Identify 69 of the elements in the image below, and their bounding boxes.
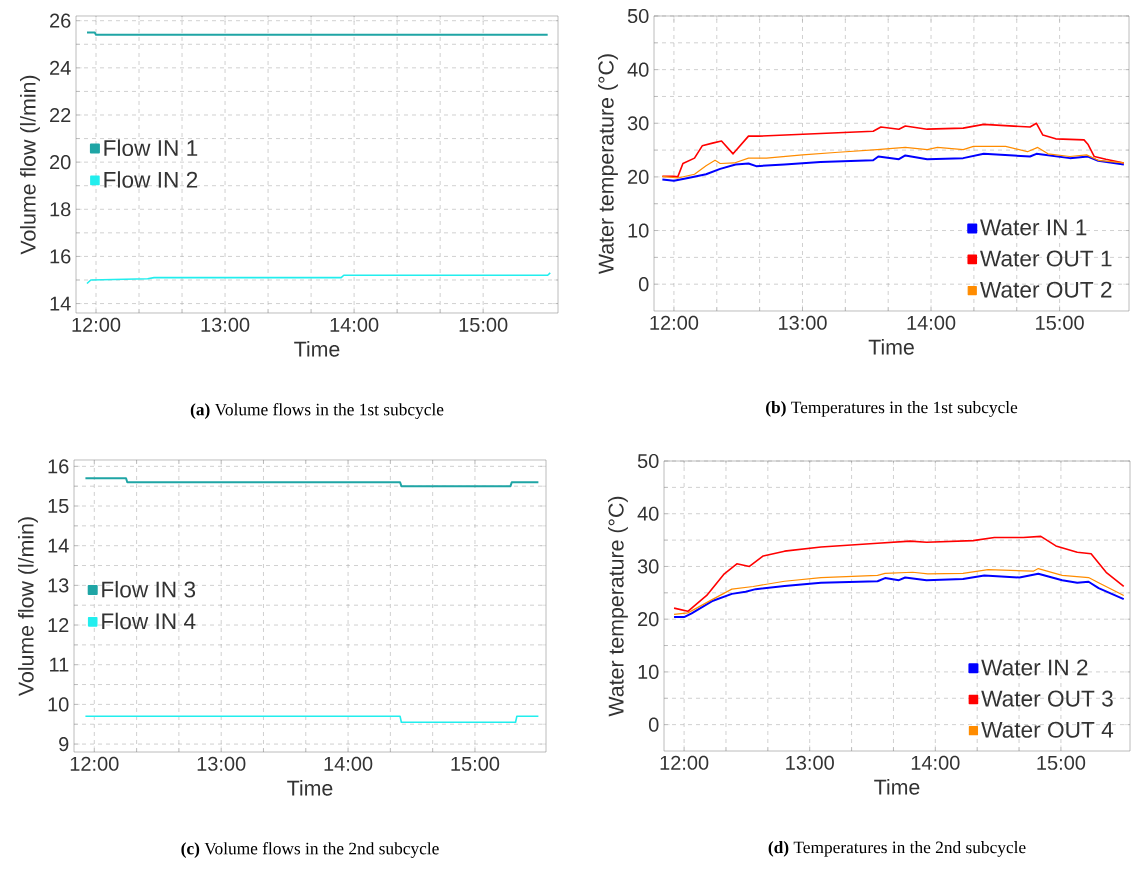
y-tick-label: 20 — [628, 169, 649, 184]
x-tick-label: 14:00 — [330, 317, 379, 332]
y-tick-label: 30 — [627, 116, 649, 131]
text: (a) Volume flows in the 1st subcycle — [190, 403, 444, 419]
x-tick-label: 15:00 — [1037, 755, 1086, 770]
y-tick-label: 40 — [627, 62, 649, 77]
legend-label: Water OUT 2 — [980, 281, 1112, 298]
y-axis-title: Water temperature (°C) — [608, 496, 628, 717]
y-tick-label: 30 — [637, 559, 659, 574]
x-tick-label: 13:00 — [778, 315, 827, 330]
y-tick-label: 11 — [50, 657, 69, 672]
y-tick-label: 18 — [50, 202, 71, 217]
y-tick-label: 40 — [637, 506, 659, 521]
legend-label: Flow IN 3 — [102, 580, 196, 598]
y-tick-label: 50 — [637, 453, 659, 469]
x-axis-title: Time — [874, 779, 920, 795]
y-tick-label: 16 — [48, 459, 69, 474]
legend-label: Water IN 1 — [980, 219, 1087, 236]
x-tick-label: 15:00 — [1036, 315, 1084, 330]
text: (d) Temperatures in the 2nd subcycle — [768, 841, 1026, 857]
x-axis-title: Time — [868, 339, 914, 355]
x-tick-label: 15:00 — [451, 756, 500, 771]
y-tick-label: 0 — [648, 717, 659, 732]
x-axis-title: Time — [287, 780, 333, 796]
legend-label: Water OUT 4 — [981, 721, 1114, 738]
y-axis-title: Volume flow (l/min) — [18, 517, 38, 697]
y-tick-label: 24 — [50, 60, 71, 75]
text: (c) Volume flows in the 2nd subcycle — [181, 842, 439, 858]
line-series — [661, 145, 1125, 179]
x-tick-label: 14:00 — [324, 756, 373, 771]
x-tick-label: 13:00 — [197, 756, 246, 771]
y-tick-label: 0 — [638, 277, 649, 292]
y-tick-label: 15 — [48, 499, 69, 513]
y-tick-label: 13 — [48, 578, 69, 593]
y-tick-label: 22 — [50, 108, 71, 122]
y-tick-label: 20 — [50, 155, 71, 170]
x-tick-label: 12:00 — [660, 755, 709, 770]
x-tick-label: 14:00 — [911, 755, 960, 770]
y-axis-title: Volume flow (l/min) — [20, 75, 40, 255]
y-tick-label: 14 — [48, 538, 69, 553]
y-tick-label: 16 — [50, 249, 71, 264]
legend-label: Flow IN 4 — [102, 612, 196, 630]
x-axis-title: Time — [294, 341, 340, 357]
line-series — [661, 152, 1125, 182]
y-tick-label: 10 — [638, 664, 659, 679]
y-tick-label: 10 — [628, 223, 649, 238]
legend-label: Water IN 2 — [981, 659, 1088, 676]
y-tick-label: 20 — [638, 612, 659, 627]
line-series — [673, 535, 1125, 613]
legend-label: Water OUT 3 — [981, 690, 1113, 707]
y-tick-label: 9 — [59, 736, 69, 752]
x-tick-label: 13:00 — [201, 317, 250, 332]
x-tick-label: 13:00 — [786, 755, 834, 770]
y-axis-title: Water temperature (°C) — [598, 54, 618, 274]
x-tick-label: 12:00 — [72, 317, 121, 332]
y-tick-label: 50 — [627, 8, 649, 24]
legend-label: Water OUT 1 — [980, 250, 1112, 267]
text: (b) Temperatures in the 1st subcycle — [766, 401, 1018, 417]
y-tick-label: 12 — [48, 618, 69, 633]
x-tick-label: 15:00 — [459, 317, 508, 332]
y-tick-label: 26 — [50, 13, 71, 28]
x-tick-label: 12:00 — [70, 756, 119, 771]
legend-label: Flow IN 2 — [104, 171, 198, 188]
y-tick-label: 10 — [48, 697, 69, 712]
y-tick-label: 14 — [50, 296, 71, 311]
legend-label: Flow IN 1 — [104, 139, 198, 157]
line-series — [86, 272, 552, 285]
x-tick-label: 12:00 — [650, 315, 699, 330]
x-tick-label: 14:00 — [907, 315, 956, 330]
